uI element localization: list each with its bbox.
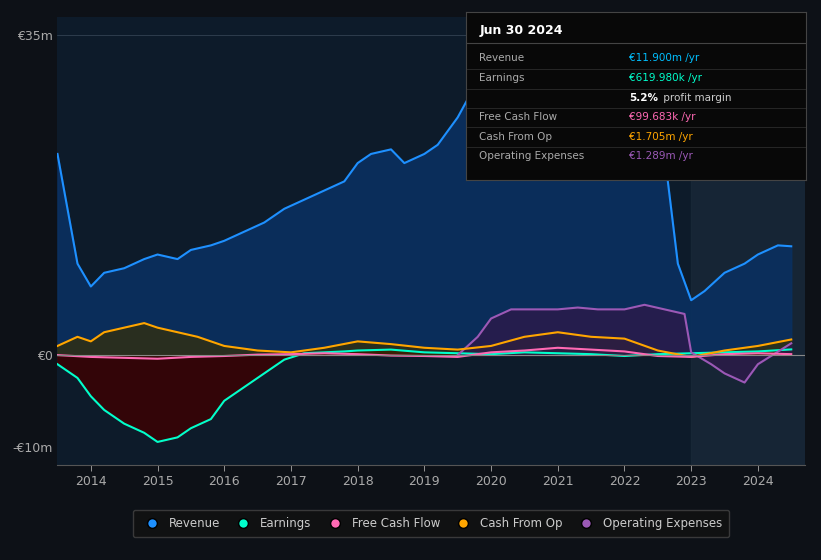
Text: Revenue: Revenue bbox=[479, 53, 525, 63]
Text: profit margin: profit margin bbox=[660, 93, 732, 103]
Text: €11.900m /yr: €11.900m /yr bbox=[629, 53, 699, 63]
Text: Free Cash Flow: Free Cash Flow bbox=[479, 113, 557, 122]
Text: 5.2%: 5.2% bbox=[629, 93, 658, 103]
Bar bbox=[691, 17, 805, 465]
Legend: Revenue, Earnings, Free Cash Flow, Cash From Op, Operating Expenses: Revenue, Earnings, Free Cash Flow, Cash … bbox=[133, 510, 729, 537]
Text: Operating Expenses: Operating Expenses bbox=[479, 151, 585, 161]
Text: €619.980k /yr: €619.980k /yr bbox=[629, 73, 702, 83]
Text: €1.289m /yr: €1.289m /yr bbox=[629, 151, 693, 161]
Text: Cash From Op: Cash From Op bbox=[479, 132, 553, 142]
Text: Jun 30 2024: Jun 30 2024 bbox=[479, 24, 562, 37]
Text: €99.683k /yr: €99.683k /yr bbox=[629, 113, 695, 122]
Text: Earnings: Earnings bbox=[479, 73, 525, 83]
Text: €1.705m /yr: €1.705m /yr bbox=[629, 132, 693, 142]
